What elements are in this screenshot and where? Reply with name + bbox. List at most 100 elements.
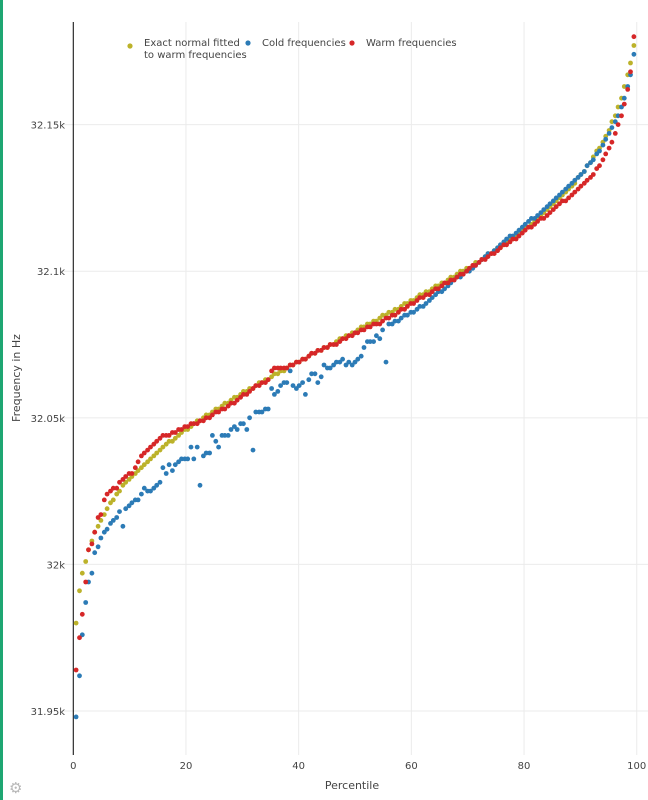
data-point[interactable]: [510, 236, 516, 242]
data-point[interactable]: [95, 544, 101, 550]
data-point[interactable]: [581, 169, 587, 174]
data-point[interactable]: [222, 400, 228, 406]
data-point[interactable]: [300, 380, 305, 385]
data-point[interactable]: [621, 84, 627, 89]
data-point[interactable]: [609, 119, 615, 125]
data-point[interactable]: [522, 227, 528, 233]
data-point[interactable]: [253, 409, 259, 415]
data-point[interactable]: [135, 497, 141, 503]
data-point[interactable]: [222, 433, 228, 438]
data-point[interactable]: [405, 304, 410, 309]
data-point[interactable]: [473, 263, 478, 268]
data-point[interactable]: [145, 447, 151, 453]
data-point[interactable]: [374, 321, 379, 327]
data-point[interactable]: [126, 503, 132, 509]
data-point[interactable]: [584, 163, 590, 169]
data-point[interactable]: [213, 438, 219, 444]
data-point[interactable]: [104, 506, 110, 512]
data-point[interactable]: [123, 506, 129, 512]
data-point[interactable]: [265, 377, 271, 383]
data-point[interactable]: [597, 148, 602, 154]
data-point[interactable]: [606, 131, 612, 136]
data-point[interactable]: [522, 221, 528, 227]
data-point[interactable]: [547, 210, 553, 216]
data-point[interactable]: [398, 315, 404, 321]
data-point[interactable]: [612, 131, 618, 136]
data-point[interactable]: [86, 547, 91, 553]
data-point[interactable]: [325, 345, 330, 350]
legend-item-1[interactable]: Cold frequencies: [245, 38, 346, 49]
data-point[interactable]: [423, 301, 429, 306]
data-point[interactable]: [166, 462, 172, 468]
data-point[interactable]: [566, 183, 571, 189]
data-point[interactable]: [557, 192, 562, 198]
data-point[interactable]: [628, 60, 633, 66]
data-point[interactable]: [547, 201, 553, 207]
data-point[interactable]: [278, 365, 283, 371]
data-point[interactable]: [139, 491, 144, 497]
data-point[interactable]: [265, 406, 271, 412]
data-point[interactable]: [454, 274, 460, 280]
data-point[interactable]: [92, 529, 98, 535]
data-point[interactable]: [139, 453, 144, 459]
data-point[interactable]: [628, 69, 633, 75]
data-point[interactable]: [553, 195, 559, 201]
data-point[interactable]: [73, 714, 79, 720]
data-point[interactable]: [73, 667, 79, 673]
data-point[interactable]: [141, 450, 147, 456]
data-point[interactable]: [600, 157, 606, 163]
data-point[interactable]: [572, 177, 578, 183]
data-point[interactable]: [272, 365, 277, 371]
data-point[interactable]: [306, 377, 312, 383]
data-point[interactable]: [163, 471, 169, 476]
data-point[interactable]: [148, 444, 153, 450]
data-point[interactable]: [519, 224, 525, 230]
data-point[interactable]: [191, 421, 197, 427]
data-point[interactable]: [92, 550, 98, 556]
data-point[interactable]: [120, 523, 126, 529]
data-point[interactable]: [386, 309, 392, 315]
data-point[interactable]: [250, 447, 256, 453]
data-point[interactable]: [563, 186, 569, 192]
data-point[interactable]: [269, 386, 274, 391]
data-point[interactable]: [241, 392, 246, 397]
data-point[interactable]: [340, 356, 345, 362]
data-point[interactable]: [315, 348, 321, 353]
data-point[interactable]: [129, 500, 135, 506]
data-point[interactable]: [541, 216, 547, 221]
data-point[interactable]: [519, 230, 525, 236]
data-point[interactable]: [210, 433, 215, 438]
data-point[interactable]: [120, 482, 126, 488]
data-point[interactable]: [154, 482, 160, 488]
data-point[interactable]: [380, 312, 385, 318]
data-point[interactable]: [77, 673, 82, 679]
data-point[interactable]: [77, 635, 82, 641]
data-point[interactable]: [557, 201, 562, 207]
data-point[interactable]: [485, 254, 491, 259]
data-point[interactable]: [405, 312, 410, 318]
data-point[interactable]: [526, 219, 531, 224]
data-point[interactable]: [590, 157, 596, 163]
data-point[interactable]: [361, 345, 367, 350]
data-point[interactable]: [417, 295, 423, 300]
data-point[interactable]: [151, 485, 157, 491]
data-point[interactable]: [553, 204, 559, 210]
data-point[interactable]: [532, 221, 538, 227]
data-point[interactable]: [367, 324, 373, 330]
data-point[interactable]: [460, 271, 466, 277]
data-point[interactable]: [77, 588, 82, 594]
data-point[interactable]: [491, 251, 497, 256]
data-point[interactable]: [228, 400, 234, 406]
data-point[interactable]: [172, 462, 178, 468]
data-point[interactable]: [603, 136, 609, 142]
data-point[interactable]: [392, 306, 398, 312]
data-point[interactable]: [566, 195, 571, 201]
data-point[interactable]: [340, 336, 345, 342]
data-point[interactable]: [259, 380, 265, 385]
data-point[interactable]: [429, 289, 435, 295]
data-point[interactable]: [569, 192, 575, 198]
data-point[interactable]: [427, 292, 432, 298]
data-point[interactable]: [216, 444, 222, 450]
data-point[interactable]: [303, 356, 308, 362]
data-point[interactable]: [151, 453, 157, 459]
